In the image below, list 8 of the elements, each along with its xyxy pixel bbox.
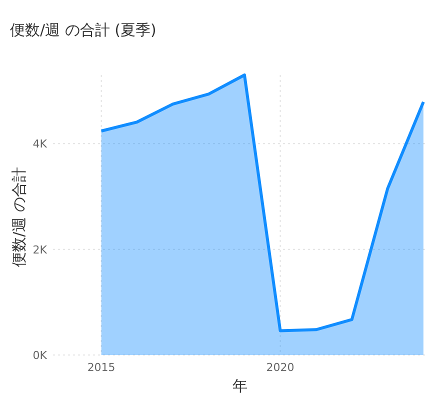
y-tick-label: 4K [32,138,48,151]
x-axis-title: 年 [232,377,248,395]
x-tick-label: 2015 [87,361,116,374]
y-axis-title: 便数/週 の合計 [10,167,28,267]
x-tick-label: 2020 [266,361,294,374]
y-tick-label: 0K [32,349,48,362]
y-tick-label: 2K [32,243,48,256]
chart-title: 便数/週 の合計 (夏季) [10,21,156,39]
